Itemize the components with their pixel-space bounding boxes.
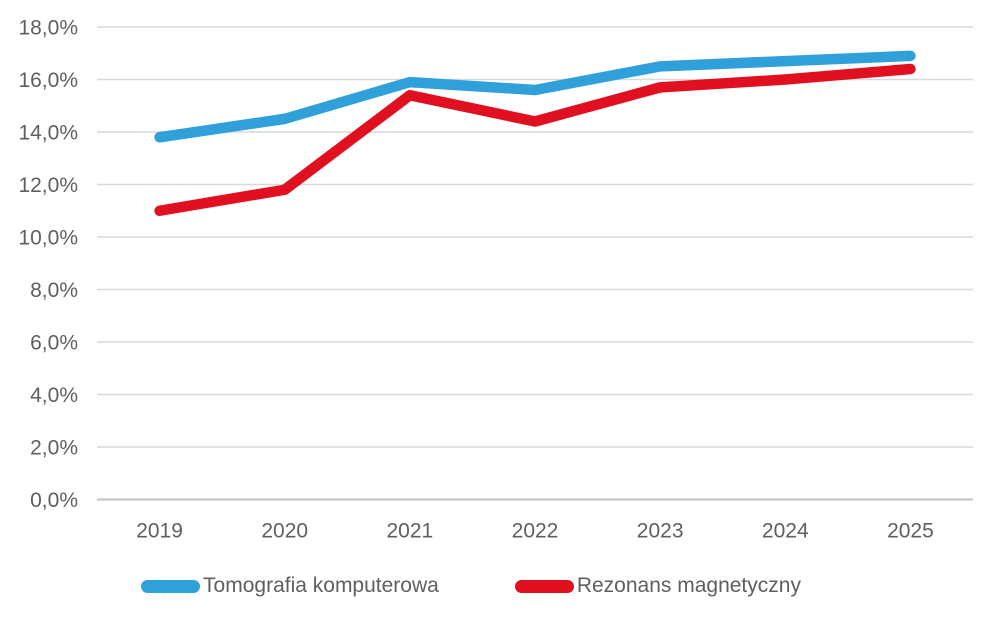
legend-label: Tomografia komputerowa (203, 574, 439, 597)
x-tick-label: 2020 (261, 520, 308, 543)
x-tick-label: 2022 (512, 520, 559, 543)
legend-label: Rezonans magnetyczny (576, 574, 801, 597)
plot-area: 0,0% 2,0% 4,0% 6,0% 8,0% 10,0% 12,0% 14,0% 16,0%… (18, 17, 973, 543)
y-tick-label: 18,0% (18, 17, 78, 40)
legend-item-1: Rezonans magnetyczny (514, 574, 801, 598)
series-line-1 (154, 63, 916, 216)
y-tick-label: 6,0% (30, 332, 78, 355)
legend-item-0: Tomografia komputerowa (141, 574, 439, 598)
y-tick-label: 12,0% (18, 174, 78, 197)
x-tick-label: 2024 (762, 520, 809, 543)
y-tick-label: 10,0% (18, 227, 78, 250)
y-tick-label: 16,0% (18, 69, 78, 92)
legend-swatch-icon (514, 579, 574, 593)
y-tick-label: 2,0% (30, 437, 78, 460)
series-line-0 (154, 50, 916, 143)
x-tick-label: 2021 (386, 520, 433, 543)
x-tick-label: 2025 (887, 520, 934, 543)
x-tick-label: 2019 (136, 520, 183, 543)
y-tick-label: 4,0% (30, 384, 78, 407)
legend: Tomografia komputerowa Rezonans magnetycz… (0, 570, 1000, 602)
y-tick-label: 14,0% (18, 122, 78, 145)
legend-swatch-icon (141, 579, 201, 593)
y-tick-label: 8,0% (30, 279, 78, 302)
y-tick-label: 0,0% (30, 489, 78, 512)
x-tick-label: 2023 (637, 520, 684, 543)
